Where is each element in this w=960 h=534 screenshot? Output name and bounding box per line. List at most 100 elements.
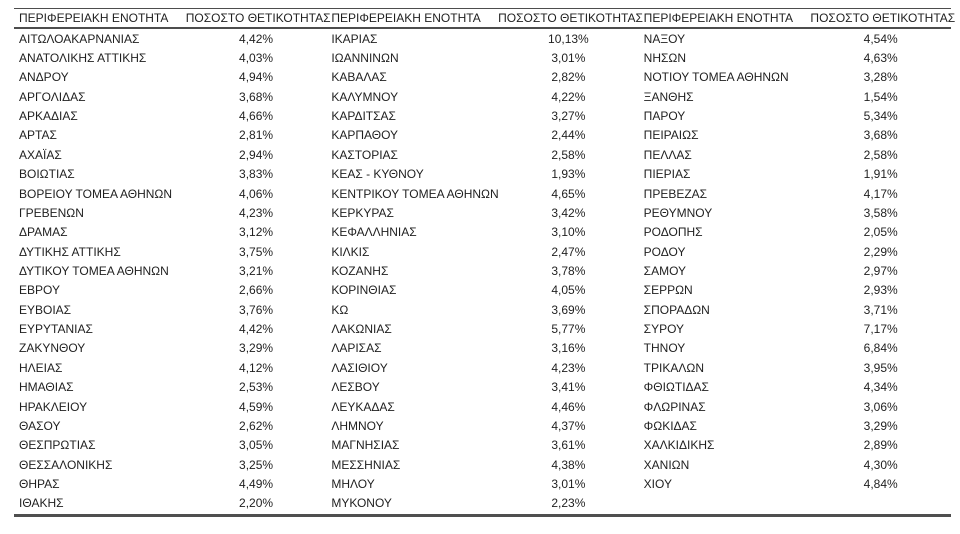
table-row: ΡΟΔΟΥ 2,29% <box>639 242 951 261</box>
table-row: ΗΜΑΘΙΑΣ 2,53% <box>14 377 326 396</box>
table-row: ΔΥΤΙΚΟΥ ΤΟΜΕΑ ΑΘΗΝΩΝ 3,21% <box>14 261 326 280</box>
region-name: ΧΙΟΥ <box>643 476 672 491</box>
positivity-value: 3,75% <box>239 244 274 259</box>
table-row: ΕΥΡΥΤΑΝΙΑΣ 4,42% <box>14 319 326 338</box>
positivity-value: 3,28% <box>863 70 898 85</box>
table-column-group-1: ΠΕΡΙΦΕΡΕΙΑΚΗ ΕΝΟΤΗΤΑ ΠΟΣΟΣΤΟ ΘΕΤΙΚΟΤΗΤΑΣ Α… <box>14 9 331 514</box>
table-column-group-2: ΠΕΡΙΦΕΡΕΙΑΚΗ ΕΝΟΤΗΤΑ ΠΟΣΟΣΤΟ ΘΕΤΙΚΟΤΗΤΑΣ Ι… <box>326 9 643 514</box>
table-row: ΖΑΚΥΝΘΟΥ 3,29% <box>14 339 326 358</box>
region-name: ΗΡΑΚΛΕΙΟΥ <box>19 399 88 414</box>
region-name: ΤΡΙΚΑΛΩΝ <box>643 360 704 375</box>
table-row: ΘΕΣΠΡΩΤΙΑΣ 3,05% <box>14 436 326 455</box>
table-row: ΦΩΚΙΔΑΣ 3,29% <box>639 416 951 435</box>
table-row: ΗΡΑΚΛΕΙΟΥ 4,59% <box>14 397 326 416</box>
table-row: ΑΝΑΤΟΛΙΚΗΣ ΑΤΤΙΚΗΣ 4,03% <box>14 48 326 67</box>
region-name: ΙΩΑΝΝΙΝΩΝ <box>331 51 399 66</box>
positivity-value: 2,20% <box>239 496 274 511</box>
positivity-value: 3,41% <box>551 380 586 395</box>
positivity-value: 4,63% <box>863 51 898 66</box>
region-name: ΘΗΡΑΣ <box>19 476 60 491</box>
table-row: ΣΥΡΟΥ 7,17% <box>639 319 951 338</box>
positivity-column-header: ΠΟΣΟΣΤΟ ΘΕΤΙΚΟΤΗΤΑΣ <box>185 11 331 25</box>
table-row: ΑΡΚΑΔΙΑΣ 4,66% <box>14 106 326 125</box>
positivity-value: 4,54% <box>863 31 898 46</box>
table-row: ΑΝΔΡΟΥ 4,94% <box>14 68 326 87</box>
table-row: ΛΑΣΙΘΙΟΥ 4,23% <box>326 358 638 377</box>
table-row: ΠΙΕΡΙΑΣ 1,91% <box>639 165 951 184</box>
positivity-value: 2,53% <box>239 380 274 395</box>
positivity-value: 3,78% <box>551 263 586 278</box>
table-row: ΣΑΜΟΥ 2,97% <box>639 261 951 280</box>
region-name: ΕΒΡΟΥ <box>19 283 60 298</box>
table-row: ΝΗΣΩΝ 4,63% <box>639 48 951 67</box>
region-name: ΘΕΣΣΑΛΟΝΙΚΗΣ <box>19 457 113 472</box>
table-row: ΙΩΑΝΝΙΝΩΝ 3,01% <box>326 48 638 67</box>
region-name: ΚΑΛΥΜΝΟΥ <box>331 89 399 104</box>
table-row: ΛΕΥΚΑΔΑΣ 4,46% <box>326 397 638 416</box>
table-row: ΕΒΡΟΥ 2,66% <box>14 281 326 300</box>
region-name: ΚΟΖΑΝΗΣ <box>331 263 389 278</box>
positivity-value: 2,66% <box>239 283 274 298</box>
positivity-value: 2,82% <box>551 70 586 85</box>
region-name: ΞΑΝΘΗΣ <box>643 89 694 104</box>
region-name: ΛΕΥΚΑΔΑΣ <box>331 399 395 414</box>
table-row: ΚΑΡΔΙΤΣΑΣ 3,27% <box>326 106 638 125</box>
region-name: ΚΕΡΚΥΡΑΣ <box>331 205 394 220</box>
table-row: ΦΛΩΡΙΝΑΣ 3,06% <box>639 397 951 416</box>
table-row: ΕΥΒΟΙΑΣ 3,76% <box>14 300 326 319</box>
region-name: ΑΝΔΡΟΥ <box>19 70 69 85</box>
region-name: ΣΠΟΡΑΔΩΝ <box>643 302 710 317</box>
region-name: ΝΗΣΩΝ <box>643 51 687 66</box>
region-name: ΜΑΓΝΗΣΙΑΣ <box>331 438 400 453</box>
table-row: ΗΛΕΙΑΣ 4,12% <box>14 358 326 377</box>
table-row: ΜΥΚΟΝΟΥ 2,23% <box>326 494 638 513</box>
table-row: ΧΙΟΥ 4,84% <box>639 474 951 493</box>
positivity-value: 3,42% <box>551 205 586 220</box>
region-name: ΡΕΘΥΜΝΟΥ <box>643 205 713 220</box>
positivity-value: 3,29% <box>863 418 898 433</box>
table-row: ΚΟΖΑΝΗΣ 3,78% <box>326 261 638 280</box>
positivity-value: 2,93% <box>863 283 898 298</box>
table-row: ΜΕΣΣΗΝΙΑΣ 4,38% <box>326 455 638 474</box>
positivity-value: 3,29% <box>239 341 274 356</box>
positivity-column-header: ΠΟΣΟΣΤΟ ΘΕΤΙΚΟΤΗΤΑΣ <box>810 11 956 25</box>
region-name: ΑΧΑΪΑΣ <box>19 147 62 162</box>
region-name: ΛΗΜΝΟΥ <box>331 418 384 433</box>
positivity-value: 4,34% <box>863 380 898 395</box>
positivity-value: 4,22% <box>551 89 586 104</box>
region-name: ΠΕΛΛΑΣ <box>643 147 692 162</box>
region-name: ΗΛΕΙΑΣ <box>19 360 63 375</box>
positivity-value: 4,42% <box>239 322 274 337</box>
positivity-value: 4,03% <box>239 51 274 66</box>
positivity-value: 10,13% <box>548 31 589 46</box>
region-name: ΚΑΡΠΑΘΟΥ <box>331 128 399 143</box>
positivity-value: 1,54% <box>863 89 898 104</box>
positivity-column-header: ΠΟΣΟΣΤΟ ΘΕΤΙΚΟΤΗΤΑΣ <box>498 11 643 25</box>
table-row: ΡΕΘΥΜΝΟΥ 3,58% <box>639 203 951 222</box>
table-row: ΑΡΤΑΣ 2,81% <box>14 126 326 145</box>
positivity-value: 3,05% <box>239 438 274 453</box>
region-name: ΣΑΜΟΥ <box>643 263 687 278</box>
positivity-value: 4,05% <box>551 283 586 298</box>
region-name: ΑΡΓΟΛΙΔΑΣ <box>19 89 86 104</box>
table-row: ΚΑΛΥΜΝΟΥ 4,22% <box>326 87 638 106</box>
region-name: ΙΘΑΚΗΣ <box>19 496 64 511</box>
positivity-value: 3,95% <box>863 360 898 375</box>
region-name: ΠΕΙΡΑΙΩΣ <box>643 128 699 143</box>
positivity-value: 2,05% <box>863 225 898 240</box>
table-row: ΜΗΛΟΥ 3,01% <box>326 474 638 493</box>
positivity-value: 2,44% <box>551 128 586 143</box>
table-row: ΠΕΙΡΑΙΩΣ 3,68% <box>639 126 951 145</box>
region-name: ΚΩ <box>331 302 349 317</box>
positivity-value: 3,27% <box>551 109 586 124</box>
table-row: ΘΕΣΣΑΛΟΝΙΚΗΣ 3,25% <box>14 455 326 474</box>
table-row: ΚΟΡΙΝΘΙΑΣ 4,05% <box>326 281 638 300</box>
region-name: ΠΑΡΟΥ <box>643 109 686 124</box>
positivity-value: 3,61% <box>551 438 586 453</box>
region-name: ΓΡΕΒΕΝΩΝ <box>19 205 84 220</box>
positivity-value: 4,94% <box>239 70 274 85</box>
region-name: ΤΗΝΟΥ <box>643 341 686 356</box>
positivity-value: 4,49% <box>239 476 274 491</box>
table-row: ΔΡΑΜΑΣ 3,12% <box>14 223 326 242</box>
